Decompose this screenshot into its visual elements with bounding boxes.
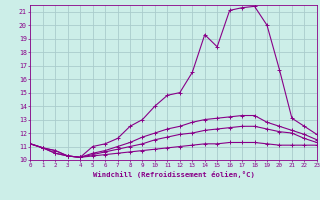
X-axis label: Windchill (Refroidissement éolien,°C): Windchill (Refroidissement éolien,°C) [93,171,254,178]
